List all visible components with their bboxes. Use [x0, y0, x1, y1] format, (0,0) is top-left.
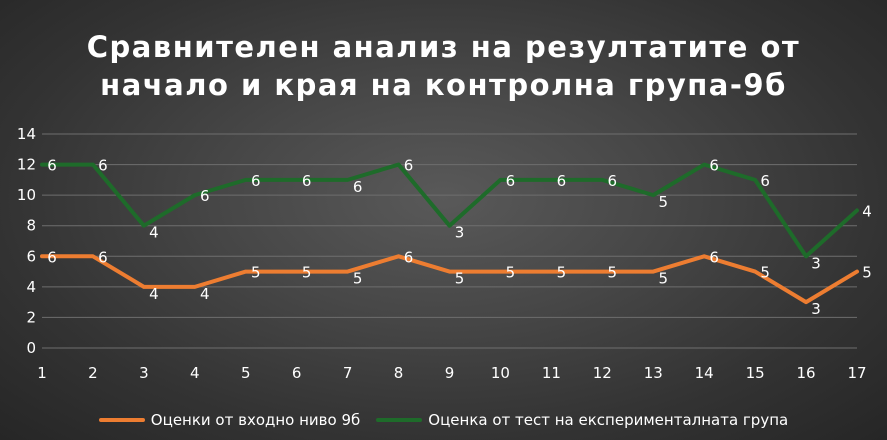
data-label: 5 [353, 270, 363, 288]
data-label: 5 [302, 264, 312, 282]
data-label: 5 [506, 264, 516, 282]
data-label: 5 [608, 264, 618, 282]
data-label: 5 [251, 264, 261, 282]
legend: Оценки от входно ниво 9б Оценка от тест … [0, 411, 887, 429]
data-label: 6 [506, 172, 516, 190]
data-label: 3 [811, 300, 821, 318]
x-tick-label: 11 [542, 364, 561, 382]
gridlines [42, 133, 857, 349]
legend-swatch-series-2 [376, 418, 423, 422]
x-tick-label: 10 [491, 364, 510, 382]
data-label: 6 [98, 248, 108, 266]
x-tick-label: 4 [190, 364, 200, 382]
legend-item-series-1: Оценки от входно ниво 9б [98, 411, 361, 429]
x-tick-label: 9 [445, 364, 455, 382]
y-tick-label: 8 [26, 217, 36, 235]
data-label: 5 [557, 264, 567, 282]
data-label: 6 [200, 187, 210, 205]
data-label: 3 [455, 224, 465, 242]
data-label: 5 [658, 193, 668, 211]
data-label: 6 [47, 248, 57, 266]
series-line-1 [40, 254, 859, 305]
data-label: 6 [47, 157, 57, 175]
y-tick-label: 4 [26, 278, 36, 296]
y-tick-label: 6 [26, 247, 36, 265]
data-label: 6 [302, 172, 312, 190]
y-tick-label: 0 [26, 339, 36, 357]
y-tick-label: 12 [17, 156, 36, 174]
y-tick-label: 2 [26, 308, 36, 326]
x-tick-label: 14 [695, 364, 714, 382]
data-label: 6 [760, 172, 770, 190]
data-label: 4 [862, 202, 872, 220]
data-label: 4 [200, 285, 210, 303]
data-label: 5 [455, 270, 465, 288]
data-label: 6 [404, 157, 414, 175]
x-tick-label: 3 [139, 364, 149, 382]
legend-swatch-series-1 [98, 418, 145, 422]
legend-item-series-2: Оценка от тест на експерименталната груп… [376, 411, 788, 429]
data-labels: 6 6 4 4 5 5 5 6 5 5 5 5 5 6 5 3 5 6 6 4 6 6 6 6 6 3 6 6 6 5 6 6 3 4 [47, 157, 872, 319]
x-tick-label: 15 [746, 364, 765, 382]
x-tick-label: 2 [88, 364, 98, 382]
x-tick-label: 1 [37, 364, 47, 382]
x-tick-label: 5 [241, 364, 251, 382]
data-label: 5 [862, 264, 872, 282]
legend-label-series-1: Оценки от входно ниво 9б [150, 411, 361, 429]
data-label: 6 [709, 248, 719, 266]
data-label: 3 [811, 254, 821, 272]
chart-title-line-2: начало и края на контролна група-9б [100, 68, 787, 102]
data-label: 6 [608, 172, 618, 190]
series-lines [40, 162, 859, 305]
data-label: 6 [557, 172, 567, 190]
x-tick-label: 7 [343, 364, 353, 382]
data-label: 6 [353, 178, 363, 196]
data-label: 5 [658, 270, 668, 288]
data-label: 6 [251, 172, 261, 190]
x-tick-label: 13 [644, 364, 663, 382]
chart-title-line-1: Сравнителен анализ на резултатите от [86, 30, 801, 64]
data-label: 4 [149, 224, 159, 242]
chart-title: Сравнителен анализ на резултатите от нач… [0, 28, 887, 104]
y-tick-label: 14 [17, 125, 36, 143]
legend-label-series-2: Оценка от тест на експерименталната груп… [428, 411, 789, 429]
data-label: 4 [149, 285, 159, 303]
data-label: 6 [404, 248, 414, 266]
x-tick-label: 16 [797, 364, 816, 382]
x-tick-label: 8 [394, 364, 404, 382]
data-label: 5 [760, 264, 770, 282]
data-label: 6 [98, 157, 108, 175]
data-label: 6 [709, 157, 719, 175]
series-line-2 [40, 162, 859, 259]
y-tick-label: 10 [17, 186, 36, 204]
x-tick-label: 6 [292, 364, 302, 382]
x-tick-label: 12 [593, 364, 612, 382]
x-tick-label: 17 [847, 364, 866, 382]
